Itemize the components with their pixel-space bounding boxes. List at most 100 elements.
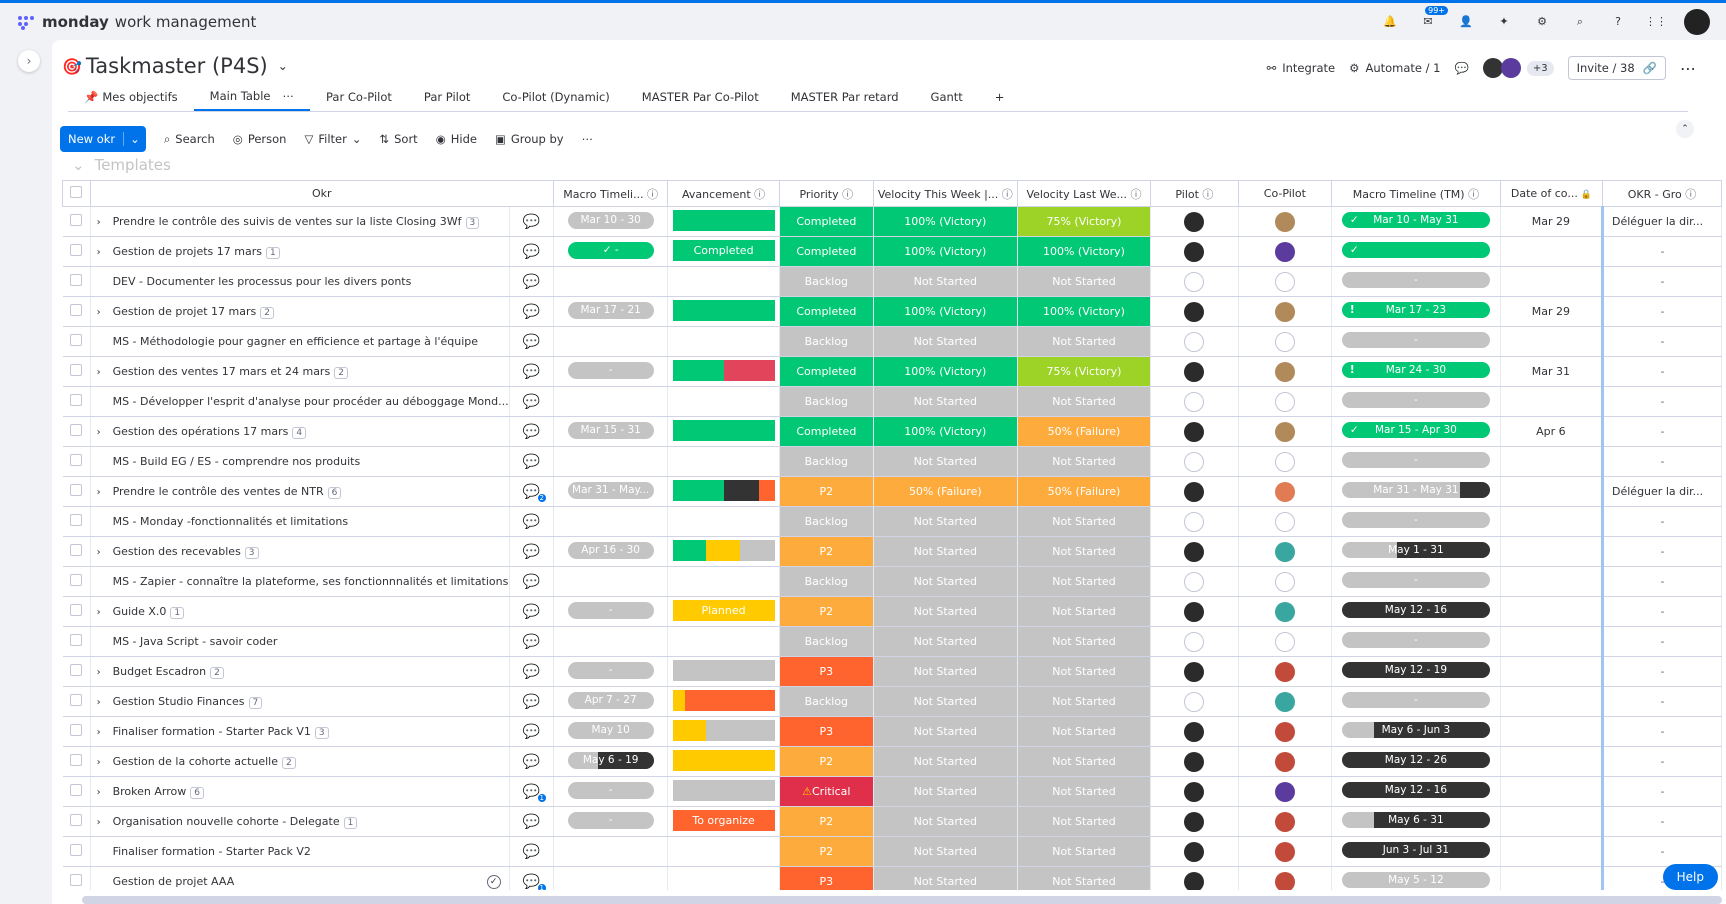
item-name[interactable]: Gestion Studio Finances <box>112 694 245 708</box>
avancement-cell[interactable]: Planned <box>667 596 780 627</box>
copilot-cell[interactable] <box>1238 356 1333 387</box>
more-toolbar-icon[interactable]: ⋯ <box>581 132 594 146</box>
updates-cell[interactable]: 💬 <box>509 446 554 477</box>
avancement-cell[interactable] <box>667 866 780 890</box>
date-cell[interactable] <box>1500 626 1604 657</box>
person-avatar[interactable] <box>1274 781 1295 802</box>
timeline-pill[interactable]: ! Mar 24 - 30 <box>1341 362 1490 378</box>
person-avatar[interactable] <box>1184 631 1205 652</box>
date-cell[interactable] <box>1500 866 1604 890</box>
updates-cell[interactable]: 💬 <box>509 416 554 447</box>
progress-bar[interactable] <box>672 779 775 801</box>
row-checkbox-cell[interactable] <box>62 356 91 387</box>
item-name-cell[interactable]: DEV - Documenter les processus pour les … <box>90 266 510 297</box>
row-checkbox-cell[interactable] <box>62 326 91 357</box>
expand-subitems-icon[interactable]: › <box>96 726 101 738</box>
okr-group-cell[interactable]: - <box>1601 416 1722 447</box>
timeline-pill[interactable]: - <box>1341 272 1490 288</box>
person-avatar[interactable] <box>1274 451 1295 472</box>
macro-timeline-tm-cell[interactable]: - <box>1331 326 1501 357</box>
date-cell[interactable] <box>1500 566 1604 597</box>
okr-group-cell[interactable]: - <box>1601 806 1722 837</box>
subitems-count[interactable]: 2 <box>210 666 224 679</box>
updates-cell[interactable]: 💬 <box>509 326 554 357</box>
info-icon[interactable]: ⓘ <box>1464 187 1480 201</box>
bell-icon[interactable]: 🔔 <box>1383 15 1397 28</box>
person-avatar[interactable] <box>1184 511 1205 532</box>
okr-group-cell[interactable]: - <box>1601 386 1722 417</box>
avancement-cell[interactable] <box>667 416 780 447</box>
tab-4[interactable]: Co-Pilot (Dynamic) <box>486 82 625 111</box>
progress-bar[interactable]: Completed <box>672 239 775 261</box>
person-avatar[interactable] <box>1184 811 1205 832</box>
pilot-cell[interactable] <box>1150 236 1239 267</box>
person-avatar[interactable] <box>1274 691 1295 712</box>
pilot-cell[interactable] <box>1150 746 1239 777</box>
copilot-cell[interactable] <box>1238 296 1333 327</box>
person-avatar[interactable] <box>1184 721 1205 742</box>
expand-subitems-icon[interactable]: › <box>96 786 101 798</box>
info-icon[interactable]: ⓘ <box>643 187 659 201</box>
updates-cell[interactable]: 💬 <box>509 266 554 297</box>
info-icon[interactable]: ⓘ <box>1681 187 1697 201</box>
progress-bar[interactable]: Planned <box>672 599 775 621</box>
okr-group-cell[interactable]: - <box>1601 266 1722 297</box>
person-avatar[interactable] <box>1184 241 1205 262</box>
item-name-cell[interactable]: MS - Monday -fonctionnalités et limitati… <box>90 506 510 537</box>
pilot-cell[interactable] <box>1150 686 1239 717</box>
table-row[interactable]: MS - Build EG / ES - comprendre nos prod… <box>62 446 1722 477</box>
timeline-pill[interactable]: Jun 3 - Jul 31 <box>1341 842 1490 858</box>
velocity-this-week-cell[interactable]: Not Started <box>873 656 1018 687</box>
macro-timeline-cell[interactable]: Mar 17 - 21 <box>553 296 669 327</box>
person-avatar[interactable] <box>1274 721 1295 742</box>
table-row[interactable]: › Prendre le contrôle des ventes de NTR 6 💬… <box>62 476 1722 507</box>
avancement-cell[interactable] <box>667 746 780 777</box>
macro-timeline-cell[interactable]: - <box>553 776 669 807</box>
item-name-cell[interactable]: › Gestion des recevables 3 <box>90 536 510 567</box>
progress-bar[interactable] <box>672 479 775 501</box>
item-name-cell[interactable]: › Gestion de projet 17 mars 2 <box>90 296 510 327</box>
expand-subitems-icon[interactable]: › <box>96 666 101 678</box>
date-cell[interactable] <box>1500 446 1604 477</box>
inbox-icon[interactable]: ✉ 99+ <box>1418 5 1448 32</box>
pilot-cell[interactable] <box>1150 476 1239 507</box>
row-checkbox[interactable] <box>70 244 83 256</box>
search-icon[interactable]: ⌕ <box>1576 14 1584 28</box>
priority-cell[interactable]: Completed <box>779 416 874 447</box>
expand-subitems-icon[interactable]: › <box>96 216 101 228</box>
macro-timeline-cell[interactable]: May 10 <box>553 716 669 747</box>
person-avatar[interactable] <box>1274 631 1295 652</box>
invite-button[interactable]: Invite / 38 🔗 <box>1567 56 1666 80</box>
add-update-icon[interactable]: 💬 <box>522 813 541 830</box>
person-avatar[interactable] <box>1184 301 1205 322</box>
pilot-cell[interactable] <box>1150 296 1239 327</box>
copilot-cell[interactable] <box>1238 836 1333 867</box>
row-checkbox-cell[interactable] <box>62 446 91 477</box>
date-cell[interactable] <box>1500 326 1604 357</box>
row-checkbox[interactable] <box>70 754 83 766</box>
row-checkbox[interactable] <box>70 724 83 736</box>
link-icon[interactable]: 🔗 <box>1642 61 1657 75</box>
updates-cell[interactable]: 💬 1 <box>509 776 554 807</box>
person-avatar[interactable] <box>1274 301 1295 322</box>
timeline-pill[interactable]: - <box>567 781 654 799</box>
macro-timeline-tm-cell[interactable]: May 12 - 16 <box>1331 596 1501 627</box>
date-cell[interactable]: Mar 29 <box>1500 296 1604 327</box>
macro-timeline-tm-cell[interactable]: ! Mar 17 - 23 <box>1331 296 1501 327</box>
velocity-this-week-cell[interactable]: Not Started <box>873 626 1018 657</box>
macro-timeline-tm-cell[interactable]: ✓ <box>1331 236 1501 267</box>
velocity-this-week-cell[interactable]: 50% (Failure) <box>873 476 1018 507</box>
updates-cell[interactable]: 💬 <box>509 356 554 387</box>
timeline-pill[interactable]: ✓ <box>1341 242 1490 258</box>
priority-cell[interactable]: P3 <box>779 866 874 890</box>
row-checkbox[interactable] <box>70 574 83 586</box>
updates-cell[interactable]: 💬 <box>509 806 554 837</box>
item-name-cell[interactable]: › Organisation nouvelle cohorte - Delegat… <box>90 806 510 837</box>
timeline-pill[interactable]: Mar 17 - 21 <box>567 301 654 319</box>
timeline-pill[interactable]: - <box>567 811 654 829</box>
avancement-cell[interactable] <box>667 446 780 477</box>
hide-button[interactable]: ◉ Hide <box>436 132 477 146</box>
item-name[interactable]: MS - Méthodologie pour gagner en efficie… <box>112 335 479 348</box>
board-members[interactable]: +3 <box>1482 58 1554 78</box>
person-avatar[interactable] <box>1184 871 1205 890</box>
